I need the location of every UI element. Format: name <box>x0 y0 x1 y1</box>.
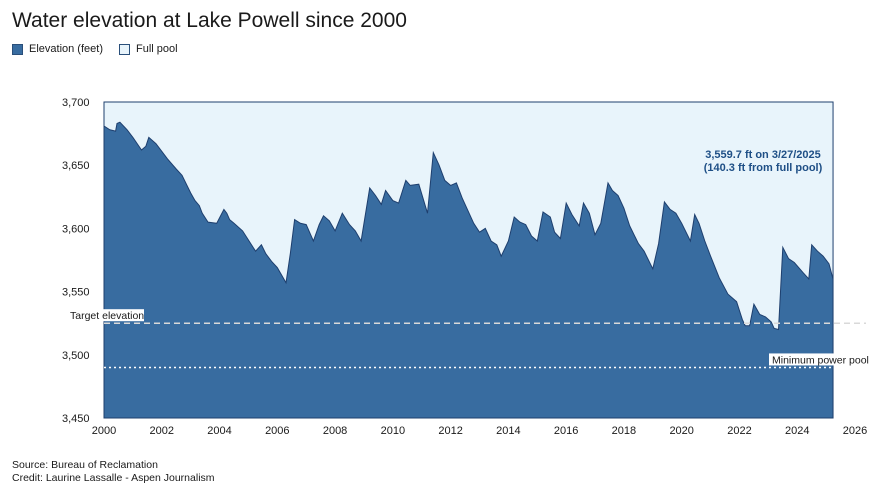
plot-layer <box>103 101 834 419</box>
y-tick-label: 3,700 <box>62 97 90 109</box>
minimum-power-pool-label-bg <box>769 353 866 366</box>
y-tick-label: 3,450 <box>62 413 90 425</box>
legend-label-elevation: Elevation (feet) <box>29 43 103 55</box>
legend-item-elevation: Elevation (feet) <box>12 43 103 55</box>
annotation-line-1: 3,559.7 ft on 3/27/2025 <box>705 149 821 161</box>
x-tick-label: 2026 <box>843 425 867 437</box>
legend: Elevation (feet) Full pool <box>12 43 178 55</box>
source-text: Source: Bureau of Reclamation <box>12 459 158 471</box>
legend-label-full-pool: Full pool <box>135 43 178 55</box>
x-tick-label: 2020 <box>669 425 693 437</box>
minimum-power-pool-label: Minimum power pool <box>772 354 869 366</box>
x-tick-label: 2006 <box>265 425 289 437</box>
annotation-line-2: (140.3 ft from full pool) <box>704 162 823 174</box>
credit-text: Credit: Laurine Lassalle - Aspen Journal… <box>12 472 215 484</box>
x-tick-label: 2010 <box>381 425 405 437</box>
footer: Source: Bureau of Reclamation Credit: La… <box>12 459 215 485</box>
x-tick-label: 2004 <box>207 425 231 437</box>
y-tick-label: 3,550 <box>62 287 90 299</box>
legend-item-full-pool: Full pool <box>118 43 178 55</box>
x-tick-label: 2008 <box>323 425 347 437</box>
legend-swatch-full-pool <box>118 43 130 55</box>
x-tick-label: 2022 <box>727 425 751 437</box>
annotation-layer: 3,559.7 ft on 3/27/2025 (140.3 ft from f… <box>704 149 823 174</box>
x-tick-label: 2012 <box>438 425 462 437</box>
x-tick-label: 2014 <box>496 425 520 437</box>
y-tick-label: 3,600 <box>62 223 90 235</box>
x-tick-label: 2000 <box>92 425 116 437</box>
chart-title: Water elevation at Lake Powell since 200… <box>12 9 407 32</box>
y-tick-label: 3,650 <box>62 160 90 172</box>
axis-layer: 3,450 3,500 3,550 3,600 3,650 3,700 2000 2002 20… <box>62 97 867 437</box>
reference-lines: Target elevation Minimum power pool <box>67 309 869 369</box>
x-tick-label: 2002 <box>150 425 174 437</box>
elevation-area <box>103 121 834 419</box>
legend-swatch-elevation <box>12 43 23 55</box>
x-tick-label: 2018 <box>612 425 636 437</box>
x-tick-label: 2016 <box>554 425 578 437</box>
target-elevation-label: Target elevation <box>70 310 144 322</box>
y-tick-label: 3,500 <box>62 350 90 362</box>
target-elevation-label-bg <box>67 309 144 322</box>
x-tick-label: 2024 <box>785 425 809 437</box>
